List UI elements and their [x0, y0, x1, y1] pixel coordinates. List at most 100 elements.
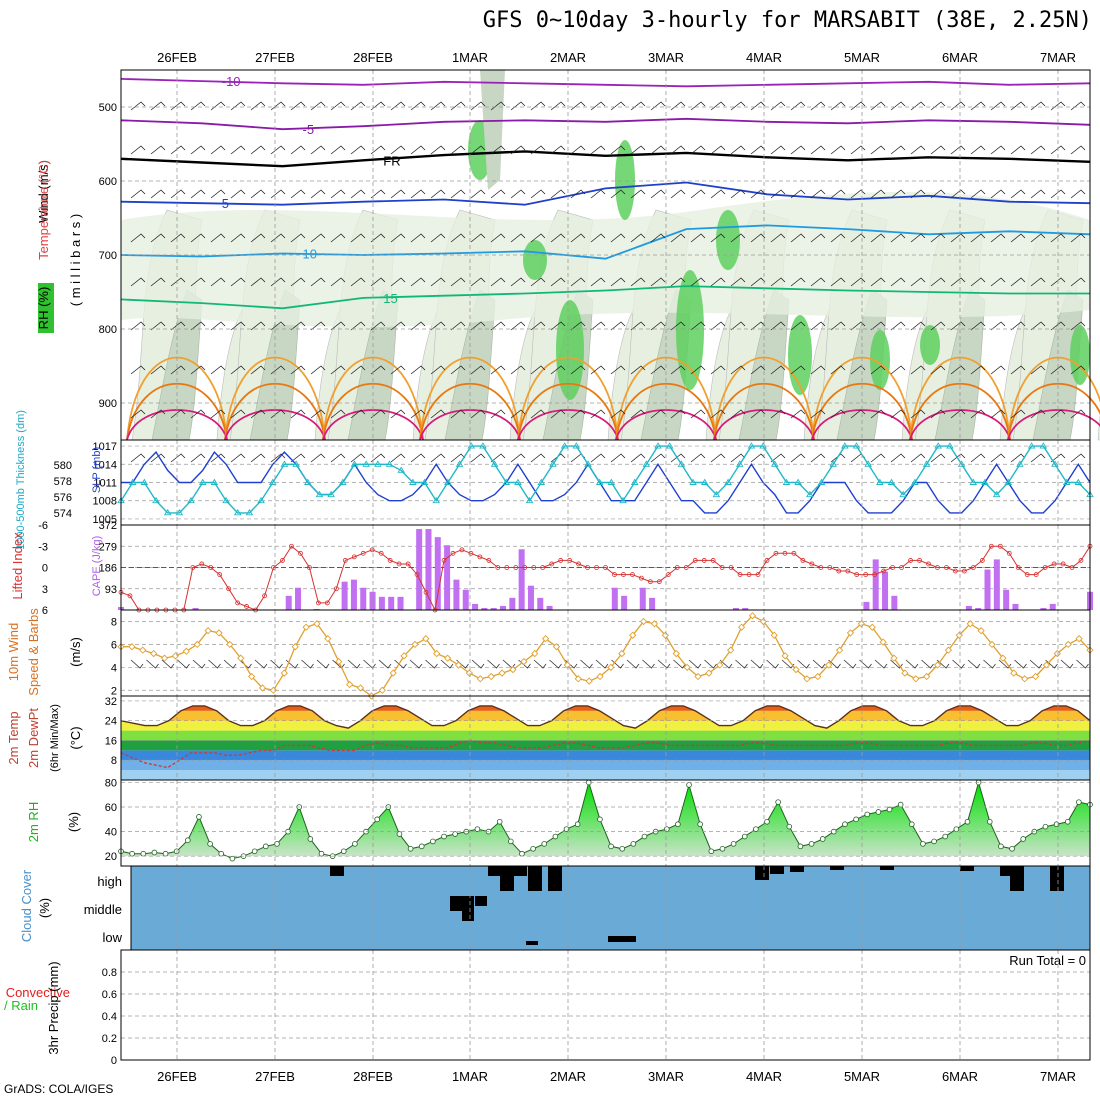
- wind-barb: [530, 365, 546, 375]
- wind-barb: [510, 277, 526, 287]
- triangle-marker: [175, 508, 184, 516]
- wind-barb: [370, 233, 386, 243]
- cloud-gap-high: [513, 866, 527, 876]
- li-marker: [378, 550, 384, 556]
- li-marker: [1069, 565, 1075, 570]
- cape-bar: [295, 587, 302, 610]
- wind-barb-10m: [704, 659, 717, 669]
- rh2m-unit: (%): [66, 812, 81, 832]
- wind-barb: [370, 321, 386, 331]
- wind-marker: [825, 661, 833, 669]
- wind-barb: [730, 409, 746, 419]
- isotherm-low: [909, 409, 1011, 441]
- wind-barb: [1010, 145, 1026, 155]
- wind-barb: [870, 145, 886, 155]
- triangle-marker: [735, 460, 744, 467]
- wind-marker: [226, 640, 234, 649]
- wind-barb: [350, 189, 366, 199]
- wind-barb: [970, 277, 986, 287]
- wind-barb: [650, 189, 666, 199]
- isotherm-label: 10: [303, 247, 317, 262]
- wind-marker: [1064, 640, 1072, 649]
- wind-marker: [977, 627, 985, 635]
- wind-marker: [574, 675, 582, 683]
- rh-wet-blob: [523, 240, 547, 280]
- wind-barb: [850, 409, 866, 419]
- rh-marker: [407, 845, 414, 852]
- wind-barb-10m: [1029, 659, 1043, 669]
- wind-barb: [170, 101, 186, 111]
- li-marker: [881, 568, 887, 574]
- wind-barb: [1050, 233, 1066, 243]
- triangle-marker: [852, 442, 861, 449]
- wind-barb: [310, 321, 326, 331]
- rh-marker: [953, 826, 960, 832]
- wind-barb: [190, 233, 206, 243]
- wind-barb: [970, 453, 986, 463]
- wind-marker: [933, 661, 942, 669]
- wind-marker: [1042, 661, 1051, 669]
- wind-marker: [313, 620, 321, 628]
- wind-barb: [610, 277, 626, 287]
- wind-barb: [930, 233, 946, 243]
- wind-barb: [610, 365, 626, 375]
- wind-barb: [310, 101, 326, 111]
- cape-bar: [313, 608, 320, 610]
- wind-barb: [830, 321, 846, 331]
- wind-barb-10m: [905, 659, 919, 669]
- triangle-marker: [899, 490, 907, 498]
- li-marker: [935, 565, 940, 570]
- wind-barb: [950, 277, 966, 287]
- wind-marker: [748, 612, 757, 620]
- wind-barb: [270, 365, 286, 375]
- wind-barb: [770, 277, 786, 287]
- wind-barb: [570, 145, 586, 155]
- wind-barb: [950, 453, 966, 463]
- wind-barb: [230, 189, 246, 199]
- wind-barb-10m: [270, 659, 283, 669]
- wind-barb: [790, 453, 806, 463]
- wind-barb: [430, 189, 446, 199]
- wind-barb: [510, 321, 526, 331]
- wind-marker: [269, 686, 278, 694]
- wind-barb: [210, 365, 226, 375]
- wind-marker: [128, 643, 136, 651]
- li-marker: [307, 565, 312, 570]
- wind-barb: [930, 321, 946, 331]
- cape-bar: [192, 607, 199, 610]
- wind-barb: [950, 409, 966, 419]
- wind-barb: [810, 277, 826, 287]
- triangle-marker: [829, 460, 837, 467]
- y-tick-slp: 1014: [93, 459, 117, 471]
- isotherm-line: [120, 224, 1091, 260]
- wind-barb: [910, 453, 926, 463]
- rh-marker: [986, 818, 993, 825]
- wind-barb: [1050, 453, 1066, 463]
- date-label-bottom: 2MAR: [550, 1069, 586, 1084]
- rh-marker: [430, 838, 436, 845]
- wind-barb: [450, 101, 466, 111]
- li-marker: [908, 558, 913, 563]
- cloud-gap-high: [960, 866, 974, 871]
- cape-bar: [500, 605, 507, 610]
- wind-barb: [1010, 233, 1026, 243]
- triangle-marker: [876, 478, 884, 485]
- wind-barb: [850, 189, 866, 199]
- wind-barb: [630, 321, 646, 331]
- date-label-bottom: 4MAR: [746, 1069, 782, 1084]
- rh-marker: [541, 841, 548, 847]
- wind-barb: [630, 189, 646, 199]
- triangle-marker: [782, 478, 791, 485]
- wind-marker: [868, 623, 876, 631]
- wind-barb: [270, 409, 286, 419]
- rh-marker: [886, 806, 893, 813]
- wind-barb: [550, 365, 566, 375]
- wind-barb-10m: [533, 659, 547, 669]
- li-marker: [737, 572, 743, 577]
- isotherm-low: [419, 409, 521, 441]
- rh-marker: [797, 843, 804, 850]
- triangle-marker: [233, 508, 242, 516]
- wind-barb: [310, 409, 326, 419]
- triangle-marker: [163, 508, 172, 516]
- cloud-gap-high: [770, 866, 784, 874]
